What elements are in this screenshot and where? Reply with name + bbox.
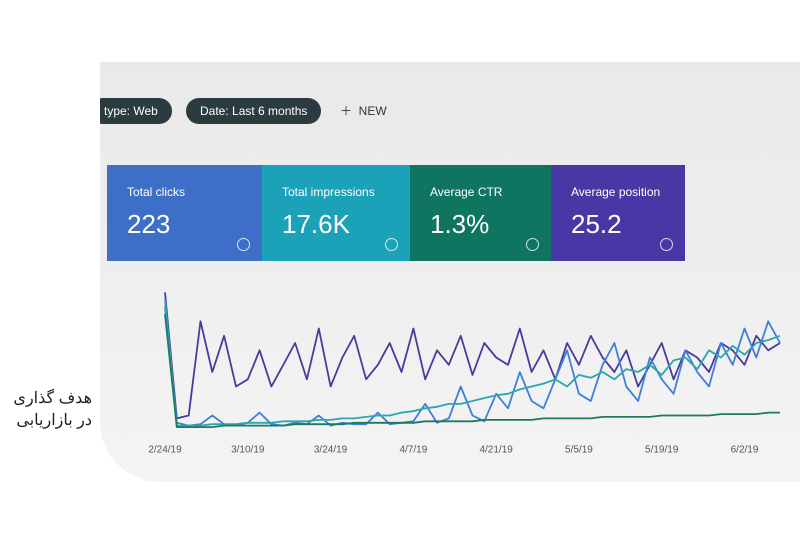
series-line: [164, 299, 781, 427]
metric-label: Average CTR: [430, 185, 503, 199]
caption-line: هدف گذاری: [13, 390, 92, 407]
x-tick-label: 6/2/19: [731, 445, 759, 456]
metric-value: 17.6K: [282, 209, 350, 239]
series-line: [164, 313, 780, 428]
metric-card[interactable]: Average position 25.2: [551, 165, 685, 261]
x-tick-label: 5/19/19: [645, 445, 679, 456]
series-line: [164, 292, 781, 420]
metric-card[interactable]: Total impressions 17.6K: [262, 165, 410, 261]
help-icon[interactable]: [237, 238, 250, 251]
help-icon[interactable]: [526, 238, 539, 251]
x-tick-label: 4/7/19: [399, 445, 427, 456]
caption-line: در بازاریابی: [16, 412, 92, 429]
metric-card[interactable]: Average CTR 1.3%: [410, 165, 551, 261]
series-line: [164, 306, 781, 427]
metric-label: Average position: [571, 185, 661, 199]
metric-label: Total impressions: [282, 185, 375, 199]
x-tick-label: 3/10/19: [231, 445, 265, 456]
x-tick-label: 2/24/19: [148, 445, 182, 456]
x-tick-label: 4/21/19: [479, 445, 513, 456]
caption: هدف گذاری در بازاریابی: [13, 388, 92, 432]
new-button[interactable]: ＋ NEW: [340, 104, 387, 118]
new-label: NEW: [358, 104, 387, 118]
metric-label: Total clicks: [127, 185, 186, 199]
help-icon[interactable]: [385, 238, 398, 251]
x-tick-label: 5/5/19: [565, 445, 593, 456]
filter-chip[interactable]: Date: Last 6 months: [186, 98, 322, 124]
metric-value: 25.2: [571, 209, 622, 239]
x-tick-label: 3/24/19: [314, 445, 348, 456]
metric-value: 1.3%: [430, 209, 490, 239]
filter-chip[interactable]: type: Web: [100, 98, 172, 124]
help-icon[interactable]: [660, 238, 673, 251]
metric-card[interactable]: Total clicks 223: [107, 165, 262, 261]
screen: type: Web Date: Last 6 months ＋ NEW Tota…: [100, 62, 800, 482]
metric-value: 223: [127, 209, 171, 239]
